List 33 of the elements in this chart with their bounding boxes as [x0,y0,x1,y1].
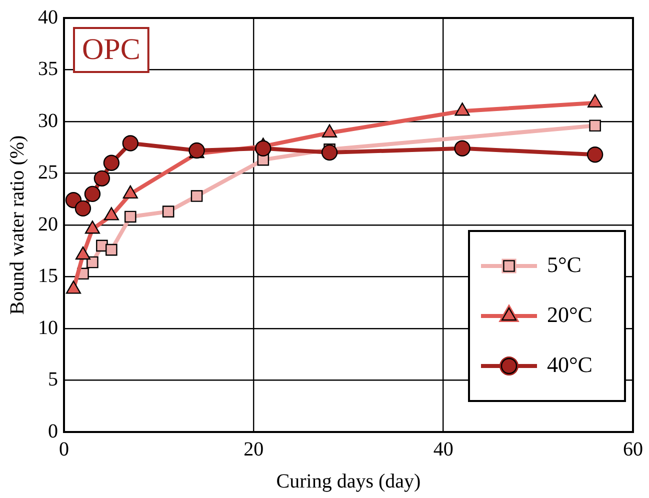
point [190,190,203,202]
y-tick-label: 30 [38,110,58,132]
point [321,144,338,161]
point [124,210,136,223]
point [162,206,174,218]
y-tick-label: 25 [38,162,58,184]
point [586,146,604,163]
point [86,256,98,268]
point [122,135,138,152]
point [94,170,110,187]
y-tick-label: 40 [38,6,58,28]
y-tick-label: 15 [38,265,58,287]
point [454,140,470,157]
legend-label: 40°C [547,352,592,377]
annotation: OPC [82,32,140,66]
point [103,154,120,171]
x-tick-label: 60 [623,438,643,460]
y-tick-label: 0 [48,420,58,442]
point [106,244,118,256]
y-tick-label: 10 [38,316,58,339]
point [84,186,101,202]
legend-label: 20°C [547,302,592,327]
x-tick-label: 40 [433,438,454,460]
x-axis-title: Curing days (day) [276,470,421,492]
point [589,120,601,132]
x-tick-label: 20 [244,438,264,460]
y-tick-label: 20 [38,213,58,236]
point [255,140,272,157]
point [74,200,92,217]
y-tick-label: 35 [38,58,58,80]
y-tick-label: 5 [48,368,58,390]
legend-label: 5°C [547,252,582,277]
y-axis-title: Bound water ratio (%) [6,135,28,315]
